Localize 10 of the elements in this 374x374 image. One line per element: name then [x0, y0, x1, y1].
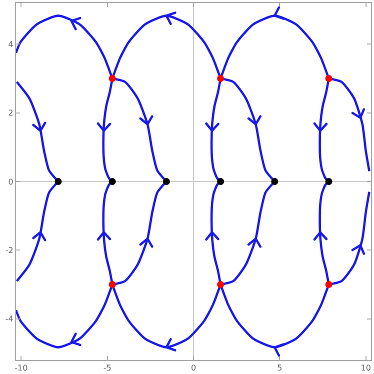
y-tick-label: 0 [8, 177, 14, 186]
x-tick-label: 5 [277, 364, 282, 373]
x-tick-label: 10 [360, 364, 371, 373]
x-tick-label: -10 [14, 364, 28, 373]
y-tick-label: -4 [5, 314, 14, 324]
x-tick-label: -5 [103, 364, 112, 373]
y-tick-label: 2 [8, 108, 14, 118]
y-tick-label: -2 [5, 246, 14, 255]
x-tick-label: 0 [190, 364, 196, 373]
y-tick-label: 4 [8, 40, 14, 49]
